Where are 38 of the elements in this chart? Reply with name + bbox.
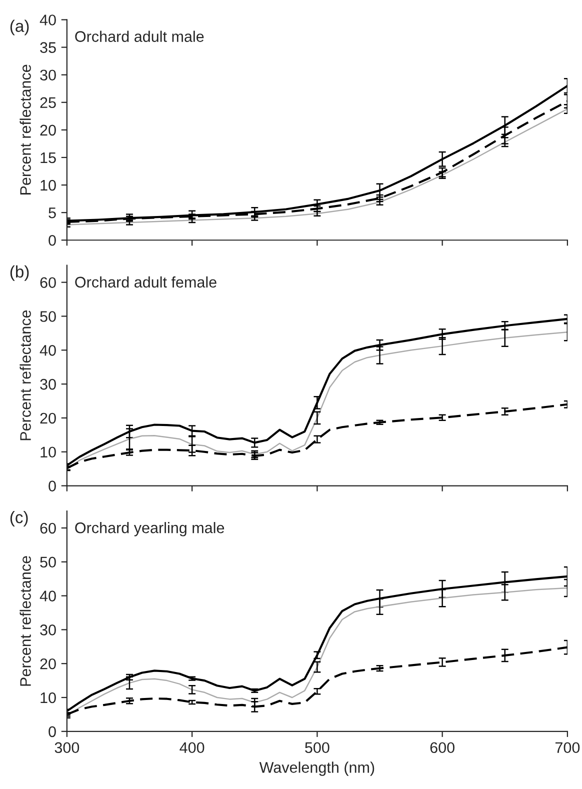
y-tick-label: 30 xyxy=(40,378,56,390)
x-tick-label: 400 xyxy=(180,742,204,754)
y-tick-label: 5 xyxy=(48,208,56,218)
y-tick-label: 30 xyxy=(40,70,56,81)
y-tick-label: 10 xyxy=(40,446,56,458)
y-tick-label: 50 xyxy=(40,311,56,322)
y-tick-label: 20 xyxy=(40,658,56,670)
x-axis-title: Wavelength (nm) xyxy=(259,762,374,776)
y-tick-label: 40 xyxy=(40,345,56,356)
y-tick-label: 20 xyxy=(40,412,56,424)
y-tick-label: 10 xyxy=(40,180,56,191)
text: (a) xyxy=(10,20,29,36)
y-tick-label: 0 xyxy=(48,234,56,246)
x-tick-label: 500 xyxy=(305,742,330,754)
text: (b) xyxy=(10,265,29,281)
y-tick-label: 40 xyxy=(40,14,56,26)
y-tick-label: 10 xyxy=(40,692,56,704)
y-tick-label: 35 xyxy=(40,42,56,53)
x-tick-label: 700 xyxy=(555,742,580,754)
y-tick-label: 0 xyxy=(48,726,56,738)
y-tick-label: 30 xyxy=(40,624,56,636)
y-tick-label: 60 xyxy=(40,277,56,288)
annotation: Orchard yearling male xyxy=(75,522,224,536)
y-tick-label: 40 xyxy=(40,590,56,602)
annotation: Orchard adult female xyxy=(75,276,216,288)
y-tick-label: 60 xyxy=(40,522,56,534)
y-axis-title: Percent reflectance xyxy=(20,556,31,686)
y-tick-label: 15 xyxy=(40,152,56,164)
annotation: Orchard adult male xyxy=(75,30,204,42)
x-tick-label: 300 xyxy=(54,742,80,754)
y-tick-label: 20 xyxy=(40,124,56,136)
y-tick-label: 25 xyxy=(40,97,56,108)
y-axis-title: Percent reflectance xyxy=(20,64,31,194)
y-axis-title: Percent reflectance xyxy=(20,310,31,440)
text: (c) xyxy=(10,511,28,527)
y-tick-label: 50 xyxy=(40,556,56,568)
x-tick-label: 600 xyxy=(430,742,454,754)
y-tick-label: 0 xyxy=(48,480,56,492)
